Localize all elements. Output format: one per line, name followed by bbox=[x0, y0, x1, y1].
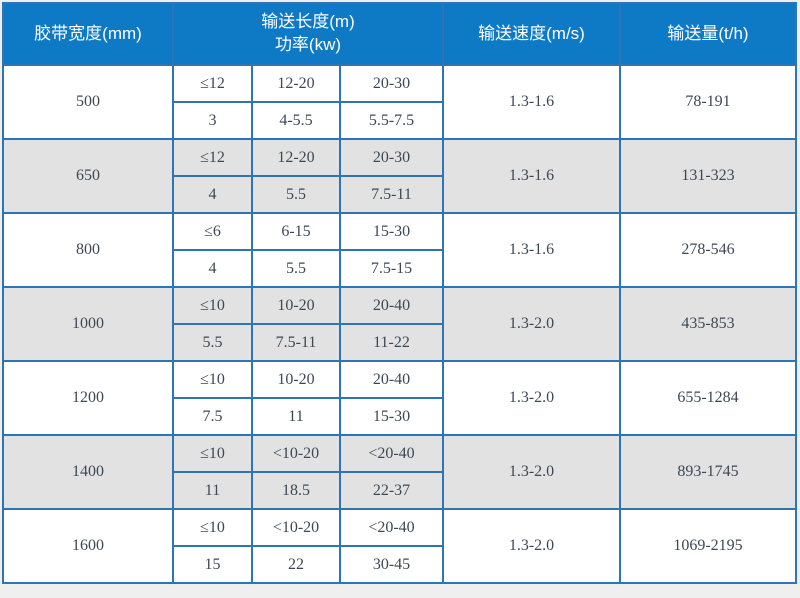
power-cell: 5.5 bbox=[172, 323, 253, 362]
belt-width-cell: 1200 bbox=[2, 360, 174, 436]
length-cell: 20-30 bbox=[339, 138, 444, 177]
header-capacity-label: 输送量(t/h) bbox=[667, 23, 749, 43]
row-group-1400: 1400 ≤10 <10-20 <20-40 1.3-2.0 893-1745 … bbox=[2, 434, 797, 510]
capacity-cell: 1069-2195 bbox=[619, 508, 797, 584]
speed-cell: 1.3-1.6 bbox=[442, 138, 621, 214]
speed-cell: 1.3-1.6 bbox=[442, 212, 621, 288]
table-header-row: 胶带宽度(mm) 输送长度(m) 功率(kw) 输送速度(m/s) 输送量(t/… bbox=[2, 2, 797, 66]
length-subrow: 1400 ≤10 <10-20 <20-40 1.3-2.0 893-1745 bbox=[2, 434, 797, 510]
length-subrow: 650 ≤12 12-20 20-30 1.3-1.6 131-323 bbox=[2, 138, 797, 214]
length-cell: 10-20 bbox=[251, 286, 341, 325]
length-cell: 15-30 bbox=[339, 212, 444, 251]
length-cell: ≤10 bbox=[172, 434, 253, 473]
capacity-cell: 655-1284 bbox=[619, 360, 797, 436]
power-cell: 4 bbox=[172, 249, 253, 288]
power-cell: 11 bbox=[251, 397, 341, 436]
length-cell: 20-40 bbox=[339, 286, 444, 325]
row-group-1200: 1200 ≤10 10-20 20-40 1.3-2.0 655-1284 7.… bbox=[2, 360, 797, 436]
power-cell: 5.5 bbox=[251, 249, 341, 288]
power-cell: 3 bbox=[172, 101, 253, 140]
belt-width-cell: 1400 bbox=[2, 434, 174, 510]
power-subrow: 5.5 7.5-11 11-22 bbox=[3, 323, 796, 362]
header-length-label: 输送长度(m) bbox=[261, 12, 355, 32]
power-cell: 4 bbox=[172, 175, 253, 214]
power-subrow: 15 22 30-45 bbox=[3, 545, 796, 584]
power-cell: 30-45 bbox=[339, 545, 444, 584]
length-cell: 10-20 bbox=[251, 360, 341, 399]
header-speed: 输送速度(m/s) bbox=[442, 2, 621, 66]
length-cell: ≤12 bbox=[172, 64, 253, 103]
row-group-1000: 1000 ≤10 10-20 20-40 1.3-2.0 435-853 5.5… bbox=[2, 286, 797, 362]
power-cell: 5.5 bbox=[251, 175, 341, 214]
speed-cell: 1.3-1.6 bbox=[442, 64, 621, 140]
power-subrow: 11 18.5 22-37 bbox=[3, 471, 796, 510]
row-group-800: 800 ≤6 6-15 15-30 1.3-1.6 278-546 4 5.5 … bbox=[2, 212, 797, 288]
power-subrow: 4 5.5 7.5-11 bbox=[3, 175, 796, 214]
header-belt-width-label: 胶带宽度(mm) bbox=[34, 23, 142, 43]
power-cell: 7.5-11 bbox=[339, 175, 444, 214]
capacity-cell: 278-546 bbox=[619, 212, 797, 288]
header-belt-width: 胶带宽度(mm) bbox=[2, 2, 174, 66]
power-subrow: 3 4-5.5 5.5-7.5 bbox=[3, 101, 796, 140]
length-cell: ≤10 bbox=[172, 508, 253, 547]
length-subrow: 1600 ≤10 <10-20 <20-40 1.3-2.0 1069-2195 bbox=[2, 508, 797, 584]
capacity-cell: 131-323 bbox=[619, 138, 797, 214]
header-power-label: 功率(kw) bbox=[274, 35, 342, 54]
power-subrow: 7.5 11 15-30 bbox=[3, 397, 796, 436]
length-cell: ≤10 bbox=[172, 286, 253, 325]
length-cell: ≤12 bbox=[172, 138, 253, 177]
row-group-650: 650 ≤12 12-20 20-30 1.3-1.6 131-323 4 5.… bbox=[2, 138, 797, 214]
length-cell: 20-30 bbox=[339, 64, 444, 103]
length-cell: <20-40 bbox=[339, 508, 444, 547]
power-cell: 15 bbox=[172, 545, 253, 584]
power-subrow: 4 5.5 7.5-15 bbox=[3, 249, 796, 288]
belt-width-cell: 1600 bbox=[2, 508, 174, 584]
length-subrow: 1000 ≤10 10-20 20-40 1.3-2.0 435-853 bbox=[2, 286, 797, 362]
power-cell: 7.5-11 bbox=[251, 323, 341, 362]
power-cell: 5.5-7.5 bbox=[339, 101, 444, 140]
spec-table-container: 胶带宽度(mm) 输送长度(m) 功率(kw) 输送速度(m/s) 输送量(t/… bbox=[2, 2, 797, 584]
power-cell: 7.5-15 bbox=[339, 249, 444, 288]
length-subrow: 1200 ≤10 10-20 20-40 1.3-2.0 655-1284 bbox=[2, 360, 797, 436]
length-cell: <20-40 bbox=[339, 434, 444, 473]
belt-width-cell: 650 bbox=[2, 138, 174, 214]
power-cell: 15-30 bbox=[339, 397, 444, 436]
conveyor-spec-table: 胶带宽度(mm) 输送长度(m) 功率(kw) 输送速度(m/s) 输送量(t/… bbox=[2, 2, 797, 584]
length-cell: 12-20 bbox=[251, 138, 341, 177]
length-cell: 20-40 bbox=[339, 360, 444, 399]
length-cell: <10-20 bbox=[251, 508, 341, 547]
belt-width-cell: 1000 bbox=[2, 286, 174, 362]
power-cell: 11 bbox=[172, 471, 253, 510]
row-group-1600: 1600 ≤10 <10-20 <20-40 1.3-2.0 1069-2195… bbox=[2, 508, 797, 584]
row-group-500: 500 ≤12 12-20 20-30 1.3-1.6 78-191 3 4-5… bbox=[2, 64, 797, 140]
header-speed-label: 输送速度(m/s) bbox=[478, 23, 585, 43]
speed-cell: 1.3-2.0 bbox=[442, 286, 621, 362]
length-cell: 12-20 bbox=[251, 64, 341, 103]
capacity-cell: 435-853 bbox=[619, 286, 797, 362]
length-subrow: 800 ≤6 6-15 15-30 1.3-1.6 278-546 bbox=[2, 212, 797, 288]
belt-width-cell: 800 bbox=[2, 212, 174, 288]
header-capacity: 输送量(t/h) bbox=[619, 2, 797, 66]
speed-cell: 1.3-2.0 bbox=[442, 360, 621, 436]
capacity-cell: 78-191 bbox=[619, 64, 797, 140]
speed-cell: 1.3-2.0 bbox=[442, 508, 621, 584]
power-cell: 4-5.5 bbox=[251, 101, 341, 140]
speed-cell: 1.3-2.0 bbox=[442, 434, 621, 510]
length-cell: ≤10 bbox=[172, 360, 253, 399]
power-cell: 11-22 bbox=[339, 323, 444, 362]
length-subrow: 500 ≤12 12-20 20-30 1.3-1.6 78-191 bbox=[2, 64, 797, 140]
length-cell: ≤6 bbox=[172, 212, 253, 251]
belt-width-cell: 500 bbox=[2, 64, 174, 140]
power-cell: 22-37 bbox=[339, 471, 444, 510]
power-cell: 7.5 bbox=[172, 397, 253, 436]
length-cell: 6-15 bbox=[251, 212, 341, 251]
power-cell: 22 bbox=[251, 545, 341, 584]
header-length-power: 输送长度(m) 功率(kw) bbox=[172, 2, 444, 66]
power-cell: 18.5 bbox=[251, 471, 341, 510]
length-cell: <10-20 bbox=[251, 434, 341, 473]
capacity-cell: 893-1745 bbox=[619, 434, 797, 510]
